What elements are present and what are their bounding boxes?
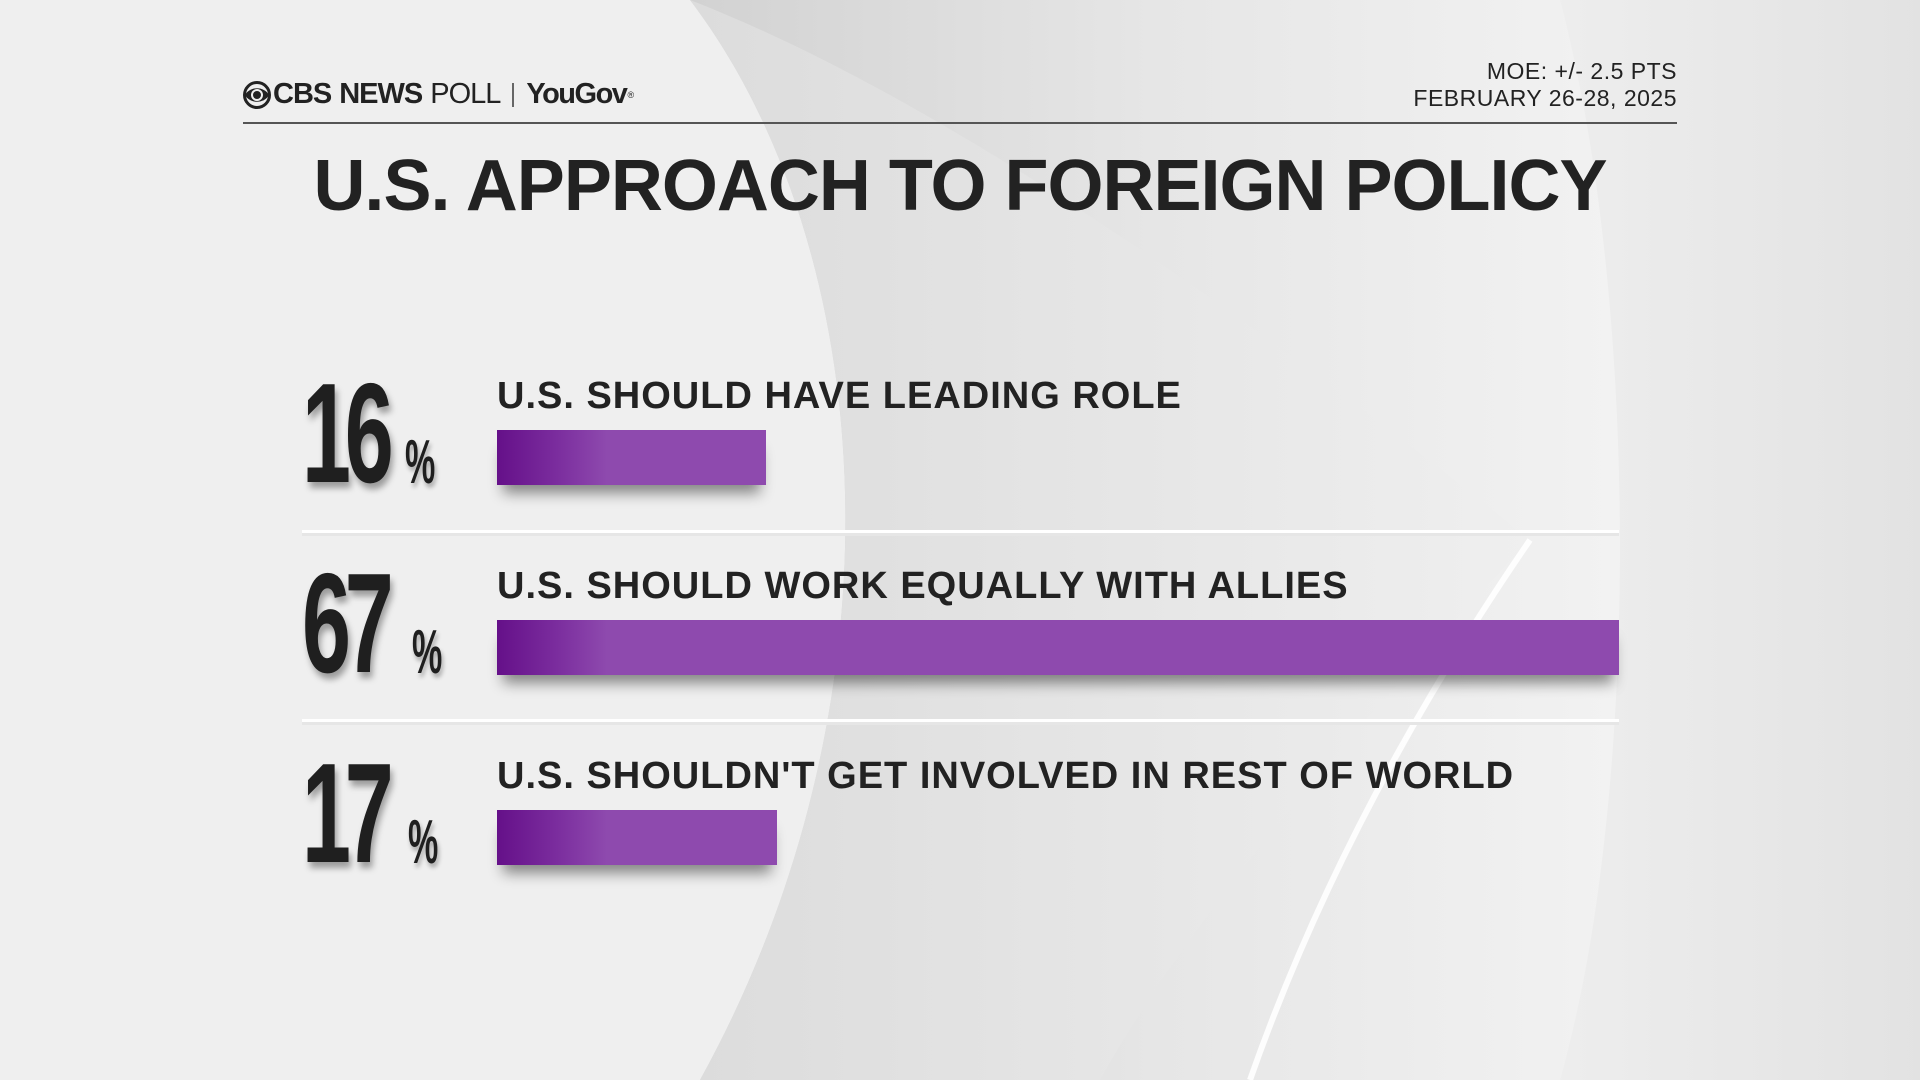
- row-divider: [302, 719, 1619, 729]
- chart-title: U.S. APPROACH TO FOREIGN POLICY: [313, 146, 1607, 226]
- cbs-eye-icon: [243, 80, 271, 109]
- percent-number: 16: [302, 354, 394, 513]
- result-row: 16 % U.S. SHOULD HAVE LEADING ROLE: [302, 354, 1619, 525]
- result-label: U.S. SHOULD HAVE LEADING ROLE: [497, 375, 1182, 417]
- yougov-logo: YouGov: [526, 78, 628, 110]
- result-bar: [497, 810, 777, 865]
- percent-value: 16 %: [302, 354, 460, 513]
- percent-sign: %: [411, 618, 443, 687]
- news-text: NEWS: [339, 78, 423, 110]
- result-bar: [497, 620, 1619, 675]
- percent-sign: %: [404, 428, 436, 497]
- logo-separator: [512, 82, 515, 107]
- margin-of-error: MOE: +/- 2.5 PTS: [1486, 58, 1677, 84]
- result-bar: [497, 430, 766, 485]
- result-label: U.S. SHOULD WORK EQUALLY WITH ALLIES: [497, 565, 1349, 607]
- row-divider: [302, 530, 1619, 540]
- percent-number: 17: [302, 734, 394, 893]
- cbs-news-poll-logo: CBS NEWS POLL YouGov ®: [243, 78, 634, 111]
- poll-text: POLL: [430, 78, 501, 110]
- registered-mark: ®: [627, 89, 634, 100]
- cbs-brand: CBS: [273, 78, 332, 110]
- poll-dates: FEBRUARY 26-28, 2025: [1413, 85, 1677, 111]
- header-divider: [243, 122, 1677, 124]
- result-row: 17 % U.S. SHOULDN'T GET INVOLVED IN REST…: [302, 734, 1619, 905]
- percent-number: 67: [302, 544, 394, 703]
- percent-value: 67 %: [302, 544, 467, 703]
- percent-sign: %: [407, 808, 439, 877]
- poll-meta: MOE: +/- 2.5 PTS FEBRUARY 26-28, 2025: [1413, 58, 1677, 112]
- percent-value: 17 %: [302, 734, 463, 893]
- result-row: 67 % U.S. SHOULD WORK EQUALLY WITH ALLIE…: [302, 544, 1619, 715]
- result-label: U.S. SHOULDN'T GET INVOLVED IN REST OF W…: [497, 755, 1515, 797]
